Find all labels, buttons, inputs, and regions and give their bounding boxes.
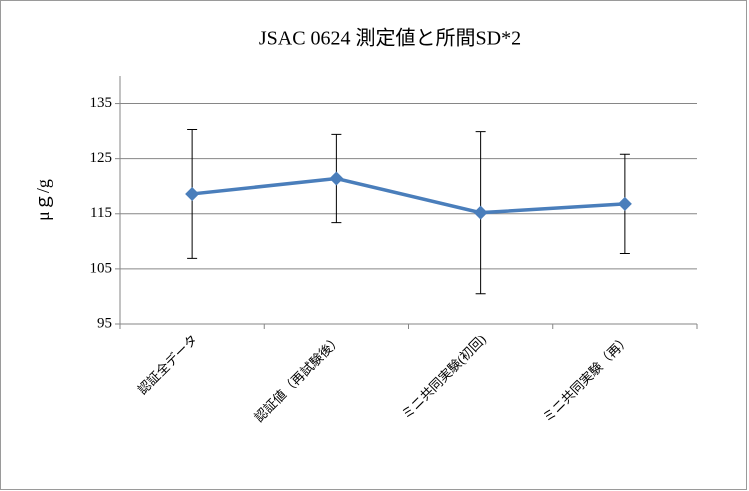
line [191,176,625,215]
marker [617,196,632,211]
marker [473,205,488,220]
chart-title: JSAC 0624 測定値と所間SD*2 [259,27,521,50]
marker [329,171,344,186]
y-tick-label: 95 [97,315,112,331]
y-tick-label: 115 [90,205,112,221]
y-tick-label: 125 [90,150,113,166]
y-tick-label: 105 [90,260,113,276]
y-axis-label: μｇ/g [33,179,53,221]
marker [185,186,200,201]
y-tick-label: 135 [90,95,113,111]
